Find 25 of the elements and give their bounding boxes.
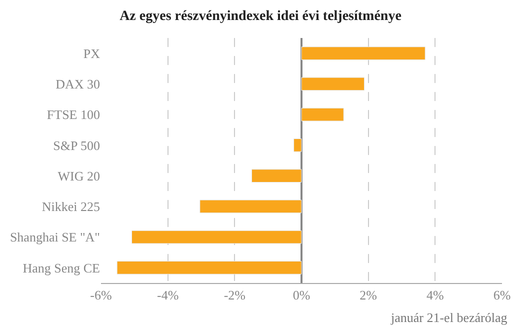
x-tick-label: 0%: [292, 288, 310, 303]
y-tick-label: WIG 20: [58, 168, 100, 184]
x-tick-label: 6%: [493, 288, 511, 303]
bar: [301, 46, 426, 60]
x-tick-label: -4%: [156, 288, 179, 303]
y-tick-label: FTSE 100: [46, 107, 100, 122]
bar: [131, 230, 302, 244]
bar: [301, 77, 365, 91]
y-tick-label: Hang Seng CE: [22, 260, 100, 276]
text: január 21-el bezárólag: [390, 310, 508, 325]
y-tick-label: PX: [83, 46, 101, 61]
x-tick-label: -6%: [90, 288, 112, 303]
y-tick-label: DAX 30: [56, 76, 100, 92]
x-tick-label: 4%: [426, 288, 444, 303]
y-tick-label: Shanghai SE "A": [10, 230, 100, 245]
bar: [116, 261, 302, 274]
bar: [251, 169, 302, 182]
bar: [200, 200, 302, 214]
x-tick-label: 2%: [360, 288, 378, 303]
x-tick-label: -2%: [224, 288, 246, 303]
bar: [294, 138, 302, 152]
chart-title: Az egyes részvényindexek idei évi teljesítménye: [120, 8, 402, 24]
y-tick-label: Nikkei 225: [42, 198, 100, 214]
bar: [301, 108, 344, 122]
y-tick-label: S&P 500: [53, 138, 100, 153]
